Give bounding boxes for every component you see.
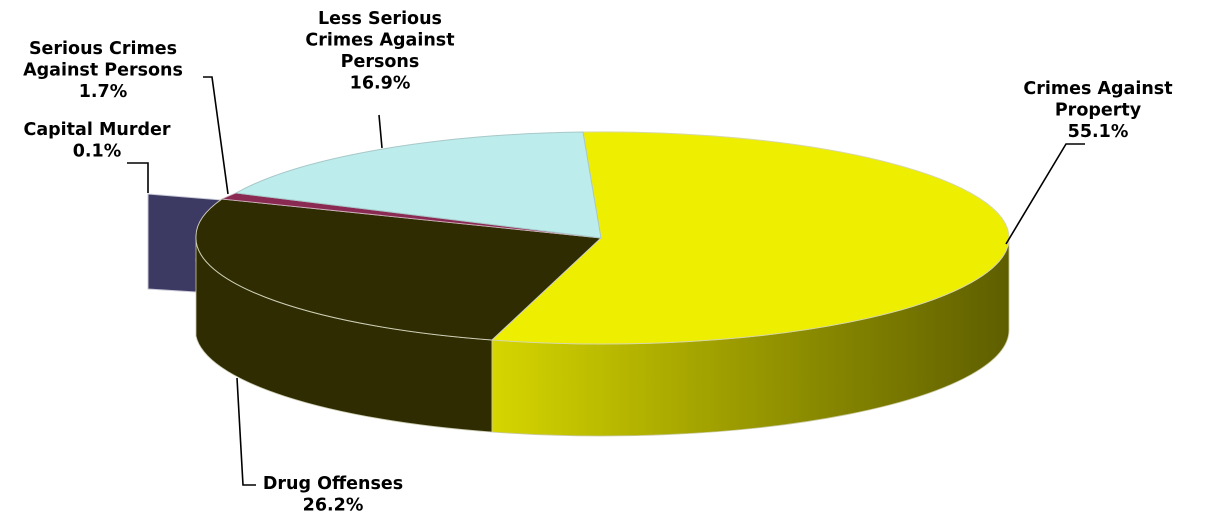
pie-slice-less-serious-crimes-against-persons <box>234 131 602 239</box>
slice-label-serious-crimes-against-persons: Serious Crimes <box>29 39 177 59</box>
value-label-capital-murder: 0.1% <box>73 142 122 162</box>
value-label-drug-offenses: 26.2% <box>303 496 364 516</box>
value-label-serious-crimes-against-persons: 1.7% <box>79 82 128 102</box>
leader-line-drug-offenses <box>236 377 256 486</box>
value-label-crimes-against-property: 55.1% <box>1068 122 1129 142</box>
pie-slices <box>147 131 1010 437</box>
slice-label-less-serious-crimes-against-persons: Crimes Against <box>305 31 454 51</box>
leader-line-capital-murder <box>127 162 149 193</box>
pie-slice-drug-offenses <box>195 198 603 341</box>
leader-line-less-serious-crimes-against-persons <box>378 114 383 149</box>
pie-slice-crimes-against-property <box>490 131 1010 345</box>
leader-line-crimes-against-property <box>1005 143 1085 245</box>
value-label-less-serious-crimes-against-persons: 16.9% <box>350 74 411 94</box>
leader-line-serious-crimes-against-persons <box>203 76 229 195</box>
slice-label-less-serious-crimes-against-persons: Persons <box>341 52 420 72</box>
slice-label-serious-crimes-against-persons: Against Persons <box>23 61 183 81</box>
slice-label-capital-murder: Capital Murder <box>24 120 171 140</box>
slice-label-crimes-against-property: Property <box>1055 101 1142 121</box>
slice-label-drug-offenses: Drug Offenses <box>263 474 403 494</box>
slice-label-less-serious-crimes-against-persons: Less Serious <box>318 9 442 29</box>
slice-label-crimes-against-property: Crimes Against <box>1023 79 1172 99</box>
